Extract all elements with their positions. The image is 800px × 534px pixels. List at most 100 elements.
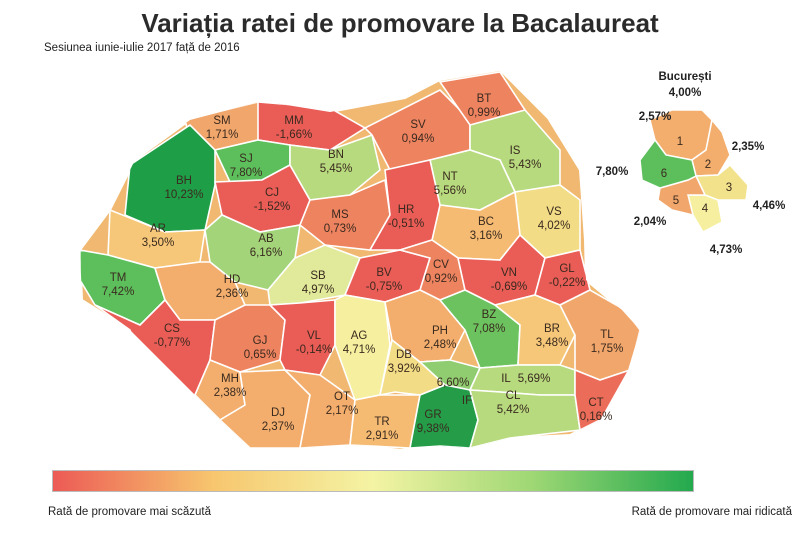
label-bz-code: BZ xyxy=(482,309,497,321)
label-ms-value: 0,73% xyxy=(324,223,357,235)
label-tl-value: 1,75% xyxy=(591,343,624,355)
label-ct-value: 0,16% xyxy=(580,411,613,423)
sector-2-number: 2 xyxy=(705,159,711,171)
label-gj-code: GJ xyxy=(253,335,268,347)
label-dj-value: 2,37% xyxy=(262,421,295,433)
label-bc-code: BC xyxy=(478,216,494,228)
label-ph-value: 2,48% xyxy=(424,339,457,351)
label-mh-code: MH xyxy=(221,373,239,385)
label-cv-value: 0,92% xyxy=(425,273,458,285)
map-title: Variația ratei de promovare la Bacalaure… xyxy=(141,8,659,38)
label-bn-value: 5,45% xyxy=(320,163,353,175)
label-hd-code: HD xyxy=(224,274,241,286)
label-mm-value: -1,66% xyxy=(276,129,312,141)
color-scale-bar xyxy=(52,470,694,492)
sector-1-value: 2,57% xyxy=(639,111,672,123)
label-sj-value: 7,80% xyxy=(230,167,263,179)
label-sb-value: 4,97% xyxy=(302,284,335,296)
label-vl-code: VL xyxy=(307,330,322,342)
label-bc-value: 3,16% xyxy=(470,230,503,242)
label-bv-value: -0,75% xyxy=(366,281,402,293)
label-is-value: 5,43% xyxy=(509,159,542,171)
label-vn-code: VN xyxy=(501,267,517,279)
label-sj-code: SJ xyxy=(239,153,252,165)
label-br-code: BR xyxy=(544,323,560,335)
label-cj-code: CJ xyxy=(265,187,279,199)
label-tl-code: TL xyxy=(600,329,614,341)
bucharest-inset: București 4,00% 1 2 3 4 5 6 2,57% 2,35% … xyxy=(596,71,786,256)
label-bz-value: 7,08% xyxy=(473,323,506,335)
label-gl-code: GL xyxy=(559,263,575,275)
label-mh-value: 2,38% xyxy=(214,387,247,399)
county-labels: SM 1,71% MM -1,66% BH 10,23% SJ 7,80% CJ… xyxy=(102,93,624,442)
sector-2-value: 2,35% xyxy=(732,141,765,153)
label-gr-value: 9,38% xyxy=(417,423,450,435)
map-subtitle: Sesiunea iunie-iulie 2017 față de 2016 xyxy=(44,42,240,54)
label-hr-code: HR xyxy=(398,204,415,216)
label-ar-value: 3,50% xyxy=(142,237,175,249)
label-bh-value: 10,23% xyxy=(164,189,203,201)
label-nt-code: NT xyxy=(442,171,457,183)
sector-4-value: 4,73% xyxy=(710,244,743,256)
label-bv-code: BV xyxy=(376,267,392,279)
bucharest-title: București xyxy=(658,71,711,83)
label-db-code: DB xyxy=(396,349,412,361)
label-sb-code: SB xyxy=(310,270,326,282)
label-ot-code: OT xyxy=(334,391,350,403)
label-cl-code: CL xyxy=(506,390,521,402)
sector-6[interactable] xyxy=(639,138,697,189)
label-if-value: 6,60% xyxy=(437,377,470,389)
label-bt-value: 0,99% xyxy=(468,107,501,119)
label-bh-code: BH xyxy=(176,175,192,187)
label-ab-value: 6,16% xyxy=(250,247,283,259)
label-cv-code: CV xyxy=(433,259,449,271)
sector-6-number: 6 xyxy=(661,168,667,180)
county-bh[interactable] xyxy=(124,123,216,233)
label-tm-value: 7,42% xyxy=(102,286,135,298)
label-tr-value: 2,91% xyxy=(366,430,399,442)
label-cs-value: -0,77% xyxy=(154,337,190,349)
label-vn-value: -0,69% xyxy=(491,281,527,293)
label-bt-code: BT xyxy=(477,93,492,105)
label-ms-code: MS xyxy=(331,209,349,221)
sector-3-value: 4,46% xyxy=(753,200,786,212)
label-ct-code: CT xyxy=(588,397,603,409)
legend-low-label: Rată de promovare mai scăzută xyxy=(48,506,211,518)
label-ot-value: 2,17% xyxy=(326,405,359,417)
sector-5-value: 2,04% xyxy=(634,216,667,228)
label-gj-value: 0,65% xyxy=(244,349,277,361)
county-bn[interactable] xyxy=(289,133,381,201)
bucharest-total: 4,00% xyxy=(669,87,702,99)
label-sm-code: SM xyxy=(213,115,230,127)
label-ag-code: AG xyxy=(351,330,368,342)
sector-1-number: 1 xyxy=(677,136,683,148)
label-nt-value: 5,56% xyxy=(434,185,467,197)
label-cj-value: -1,52% xyxy=(254,201,290,213)
sector-5-number: 5 xyxy=(673,195,679,207)
label-sm-value: 1,71% xyxy=(206,129,239,141)
county-cl[interactable] xyxy=(468,389,581,450)
sector-6-value: 7,80% xyxy=(596,166,629,178)
label-sv-value: 0,94% xyxy=(402,133,435,145)
label-vl-value: -0,14% xyxy=(296,344,332,356)
label-il-value: 5,69% xyxy=(518,373,551,385)
label-gl-value: -0,22% xyxy=(549,277,585,289)
label-cs-code: CS xyxy=(164,323,180,335)
county-ct[interactable] xyxy=(569,368,631,436)
label-cl-value: 5,42% xyxy=(497,404,530,416)
label-ab-code: AB xyxy=(258,233,274,245)
label-db-value: 3,92% xyxy=(388,363,421,375)
label-il-code: IL xyxy=(501,373,511,385)
label-hd-value: 2,36% xyxy=(216,288,249,300)
sector-4-number: 4 xyxy=(702,203,709,215)
label-tm-code: TM xyxy=(110,272,127,284)
label-hr-value: -0,51% xyxy=(388,218,424,230)
label-dj-code: DJ xyxy=(271,407,285,419)
label-ag-value: 4,71% xyxy=(343,344,376,356)
county-br[interactable] xyxy=(493,294,576,366)
label-gr-code: GR xyxy=(424,409,441,421)
label-mm-code: MM xyxy=(284,115,303,127)
label-if-code: IF xyxy=(462,395,472,407)
label-vs-value: 4,02% xyxy=(538,220,571,232)
